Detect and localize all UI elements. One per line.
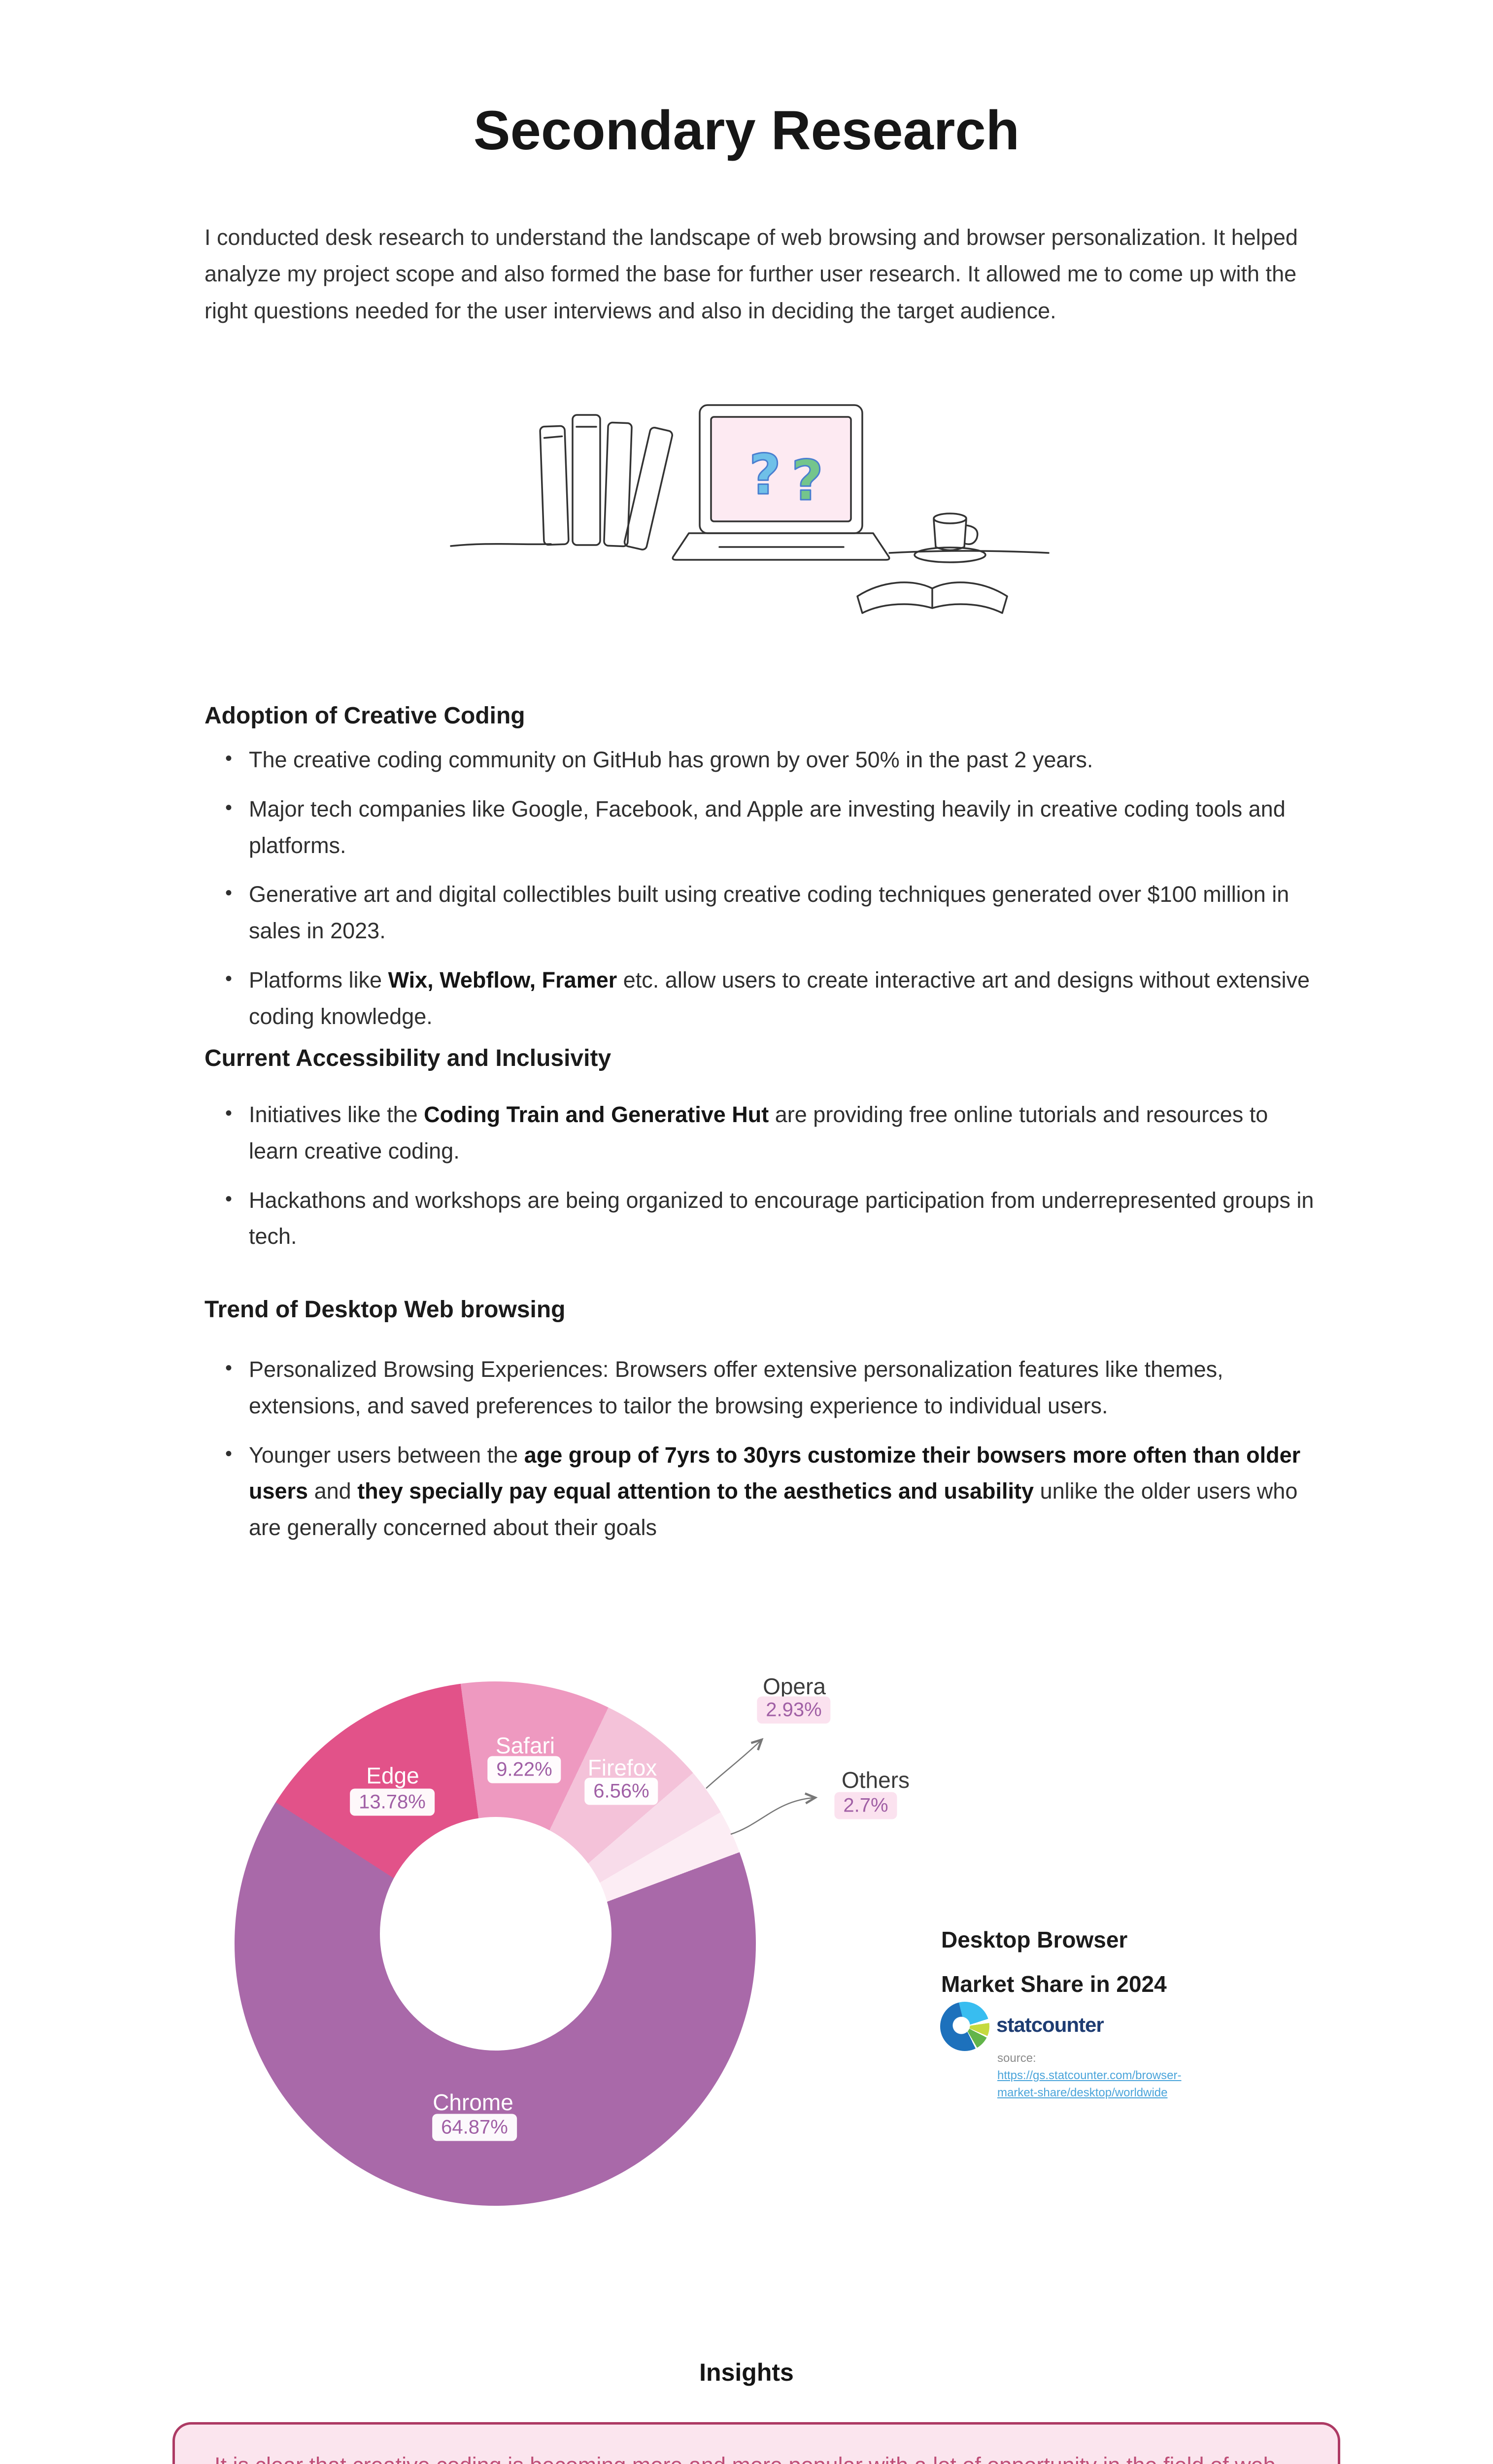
laptop-icon: ? ? [672, 404, 890, 561]
insights-heading: Insights [699, 2359, 794, 2386]
statcounter-wordmark: statcounter [996, 2013, 1104, 2036]
insight-box-1: It is clear that creative coding is beco… [172, 2422, 1340, 2464]
slice-label-firefox: Firefox [587, 1755, 657, 1780]
source-label: source: [997, 2052, 1036, 2065]
slice-label-safari: Safari [495, 1733, 555, 1758]
open-book-icon [856, 582, 1008, 614]
section-heading-adoption: Adoption of Creative Coding [204, 703, 525, 729]
section-heading-accessibility: Current Accessibility and Inclusivity [204, 1045, 611, 1071]
slice-pct-edge: 13.78% [350, 1788, 435, 1816]
others-arrow [730, 1792, 818, 1835]
intro-paragraph: I conducted desk research to understand … [204, 225, 1298, 323]
source-link[interactable]: https://gs.statcounter.com/browser-marke… [997, 2068, 1182, 2099]
chart-title: Desktop Browser Market Share in 2024 [941, 1918, 1286, 2006]
slice-pct-others: 2.7% [834, 1792, 897, 1819]
trend-bullet-list: Personalized Browsing Experiences: Brows… [225, 1351, 1318, 1559]
list-item: Platforms like Wix, Webflow, Framer etc.… [225, 962, 1318, 1035]
desk-research-illustration: ? ? [450, 404, 1050, 614]
list-item: Hackathons and workshops are being organ… [225, 1182, 1318, 1255]
question-mark-1: ? [749, 443, 781, 507]
section-heading-trend: Trend of Desktop Web browsing [204, 1297, 566, 1323]
question-mark-2: ? [791, 449, 823, 513]
statcounter-logo-icon [940, 2002, 989, 2051]
donut-hole [380, 1817, 611, 2051]
table-line-right [888, 550, 1050, 554]
chart-title-line2: Market Share in 2024 [941, 1971, 1167, 1997]
list-item: Personalized Browsing Experiences: Brows… [225, 1351, 1318, 1424]
list-item: Generative art and digital collectibles … [225, 876, 1318, 949]
list-item: Initiatives like the Coding Train and Ge… [225, 1096, 1318, 1169]
chart-title-line1: Desktop Browser [941, 1927, 1128, 1952]
slice-pct-opera: 2.93% [757, 1696, 831, 1724]
list-item: Major tech companies like Google, Facebo… [225, 791, 1318, 864]
callout-arrows [706, 1738, 818, 1835]
page-title: Secondary Research [473, 100, 1020, 161]
coffee-cup-icon [914, 513, 986, 563]
adoption-bullet-list: The creative coding community on GitHub … [225, 742, 1318, 1048]
slice-pct-firefox: 6.56% [584, 1778, 658, 1805]
slice-pct-chrome: 64.87% [432, 2114, 517, 2141]
chart-source: source: https://gs.statcounter.com/brows… [997, 2050, 1214, 2101]
opera-arrow [706, 1738, 764, 1789]
slice-label-edge: Edge [366, 1763, 419, 1788]
slice-label-chrome: Chrome [433, 2089, 513, 2115]
table-line-left [450, 543, 552, 547]
books-icon [539, 414, 674, 550]
list-item: Younger users between the age group of 7… [225, 1437, 1318, 1546]
accessibility-bullet-list: Initiatives like the Coding Train and Ge… [225, 1096, 1318, 1267]
list-item: The creative coding community on GitHub … [225, 742, 1318, 778]
slice-label-opera: Opera [763, 1674, 826, 1699]
slice-pct-safari: 9.22% [487, 1756, 561, 1783]
slice-label-others: Others [841, 1767, 910, 1793]
